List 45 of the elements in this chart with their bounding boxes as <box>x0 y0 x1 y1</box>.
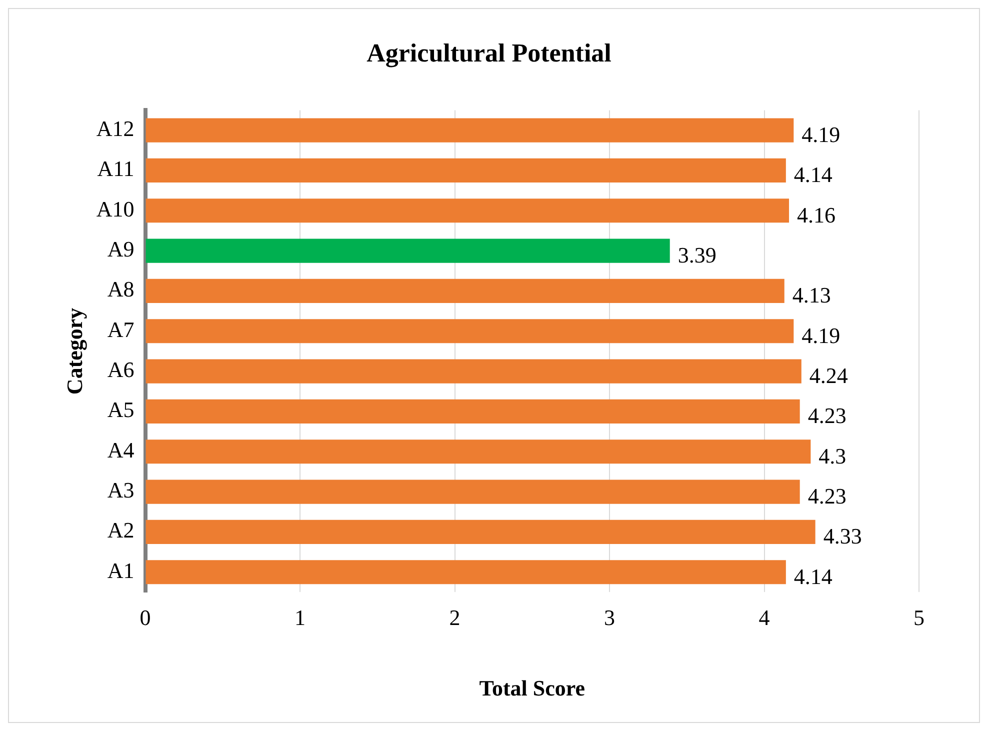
bar <box>146 399 800 424</box>
bar <box>146 118 794 142</box>
x-tick-label: 1 <box>294 605 306 630</box>
bar <box>146 198 790 223</box>
bar <box>146 560 786 584</box>
data-label: 4.3 <box>818 443 846 468</box>
x-tick-label: 5 <box>914 605 924 630</box>
bar <box>146 158 786 182</box>
y-tick-label: A6 <box>107 357 134 382</box>
bar <box>146 520 816 544</box>
data-label: 4.16 <box>797 202 836 228</box>
bar <box>146 238 670 263</box>
x-tick-label: 3 <box>604 605 616 630</box>
data-label: 4.13 <box>792 282 831 308</box>
y-tick-label: A3 <box>107 478 134 503</box>
bar <box>146 359 802 384</box>
chart-title: Agricultural Potential <box>366 38 612 68</box>
y-tick-label: A7 <box>107 316 134 342</box>
x-tick-label: 4 <box>758 605 770 630</box>
bar <box>146 480 800 504</box>
data-label: 4.23 <box>808 403 846 428</box>
x-axis-title: Total Score <box>479 675 586 700</box>
y-axis-title: Category <box>62 308 87 395</box>
y-tick-label: A4 <box>107 437 134 462</box>
y-tick-label: A9 <box>107 236 134 262</box>
data-label: 4.19 <box>802 322 840 348</box>
y-tick-label: A12 <box>96 116 134 142</box>
bar <box>146 440 811 464</box>
data-label: 4.24 <box>809 363 848 388</box>
data-label: 4.14 <box>794 564 832 589</box>
y-tick-label: A11 <box>97 156 134 182</box>
y-tick-label: A10 <box>96 196 134 222</box>
y-tick-label: A2 <box>107 518 134 543</box>
y-tick-label: A8 <box>107 276 134 302</box>
data-label: 3.39 <box>678 242 716 268</box>
x-tick-label: 0 <box>140 605 151 630</box>
x-tick-label: 2 <box>449 605 460 630</box>
data-label: 4.14 <box>794 162 832 188</box>
bar <box>146 278 784 303</box>
y-tick-label: A5 <box>107 397 134 422</box>
bar <box>146 319 794 344</box>
data-label: 4.23 <box>808 484 846 509</box>
y-tick-label: A1 <box>107 558 134 583</box>
data-label: 4.19 <box>802 122 840 148</box>
data-label: 4.33 <box>823 524 862 549</box>
